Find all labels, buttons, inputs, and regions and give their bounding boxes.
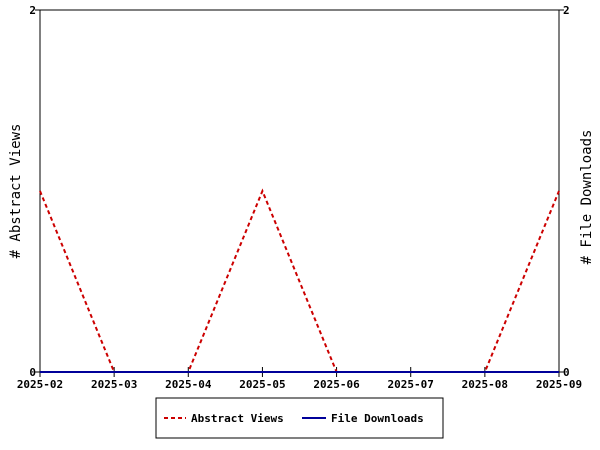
x-tick-label: 2025-02 — [17, 378, 63, 391]
x-tick-label: 2025-09 — [536, 378, 582, 391]
x-tick-label: 2025-07 — [388, 378, 434, 391]
y-axis-title-left: # Abstract Views — [8, 124, 24, 259]
x-tick-label: 2025-08 — [462, 378, 508, 391]
x-tick-label: 2025-05 — [239, 378, 285, 391]
legend-label-file-downloads: File Downloads — [331, 412, 424, 425]
legend-label-abstract-views: Abstract Views — [191, 412, 284, 425]
x-axis: 2025-02 2025-03 2025-04 2025-05 2025-06 2025-… — [17, 367, 582, 391]
y-tick-label-right: 0 — [563, 366, 570, 379]
y-tick-label-right: 2 — [563, 4, 570, 17]
x-tick-label: 2025-06 — [313, 378, 360, 391]
y-axes: 0 2 0 2 — [29, 4, 569, 379]
y-axis-title-right: # File Downloads — [579, 130, 595, 265]
legend: Abstract Views File Downloads — [155, 397, 444, 439]
series-layer — [39, 188, 560, 373]
x-tick-label: 2025-03 — [91, 378, 137, 391]
y-tick-label-left: 0 — [29, 366, 36, 379]
plot-area — [39, 9, 560, 373]
y-tick-label-left: 2 — [29, 4, 36, 17]
legend-box — [155, 397, 444, 439]
x-tick-label: 2025-04 — [165, 378, 212, 391]
series-line-abstract-views — [39, 188, 560, 373]
